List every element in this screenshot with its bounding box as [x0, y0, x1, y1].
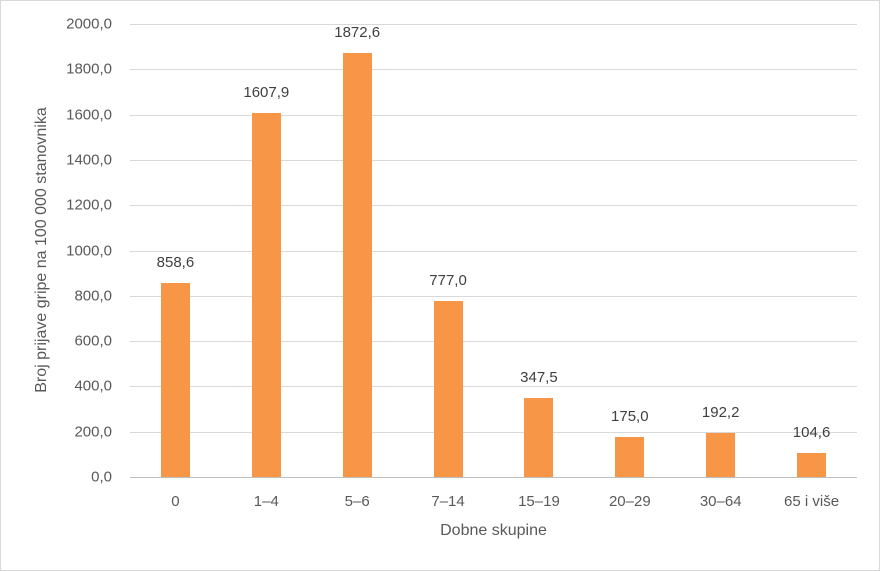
data-label: 858,6	[156, 253, 195, 271]
x-tick-label: 1–4	[253, 493, 279, 510]
data-label: 777,0	[429, 272, 467, 289]
y-tick-label: 2000,0	[66, 15, 112, 33]
data-label: 192,2	[701, 404, 740, 422]
x-tick-label: 7–14	[431, 493, 465, 510]
bar	[615, 437, 645, 477]
data-label: 175,0	[611, 408, 649, 426]
bar	[160, 282, 190, 477]
data-label: 1607,9	[243, 83, 290, 101]
bar	[524, 398, 554, 477]
y-tick-label: 1800,0	[66, 60, 112, 78]
data-label: 1872,6	[334, 23, 381, 41]
x-tick-label: 5–6	[344, 493, 370, 510]
x-tick-label: 20–29	[608, 493, 651, 510]
gridline	[130, 160, 857, 161]
y-tick-label: 600,0	[74, 332, 112, 350]
y-tick-label: 400,0	[74, 377, 112, 395]
bar	[433, 301, 463, 477]
x-tick-label: 15–19	[518, 493, 560, 510]
y-tick-label: 1200,0	[66, 196, 112, 214]
gridline	[130, 69, 857, 70]
y-tick-label: 800,0	[74, 287, 112, 305]
gridline	[130, 251, 857, 252]
bar	[251, 112, 281, 477]
x-tick-label: 30–64	[699, 493, 742, 510]
y-tick-label: 1400,0	[66, 151, 112, 169]
gridline	[130, 205, 857, 206]
x-tick-label: 65 i više	[784, 493, 840, 510]
gridline	[130, 115, 857, 116]
y-tick-label: 0,0	[91, 468, 112, 486]
x-tick-label: 0	[171, 493, 180, 510]
bar	[342, 52, 372, 477]
x-axis-title: Dobne skupine	[440, 522, 547, 539]
gridline	[130, 386, 857, 387]
data-label: 347,5	[520, 369, 558, 387]
gridline	[130, 432, 857, 433]
bar	[706, 433, 736, 477]
y-tick-label: 1000,0	[66, 242, 112, 260]
y-tick-label: 200,0	[74, 423, 112, 441]
x-axis-line	[130, 477, 857, 478]
y-tick-label: 1600,0	[66, 106, 112, 124]
bar	[797, 453, 827, 477]
gridline	[130, 24, 857, 25]
data-label: 104,6	[792, 424, 831, 442]
gridline	[130, 341, 857, 342]
gridline	[130, 296, 857, 297]
y-axis-title: Broj prijave gripe na 100 000 stanovnika	[33, 107, 50, 393]
